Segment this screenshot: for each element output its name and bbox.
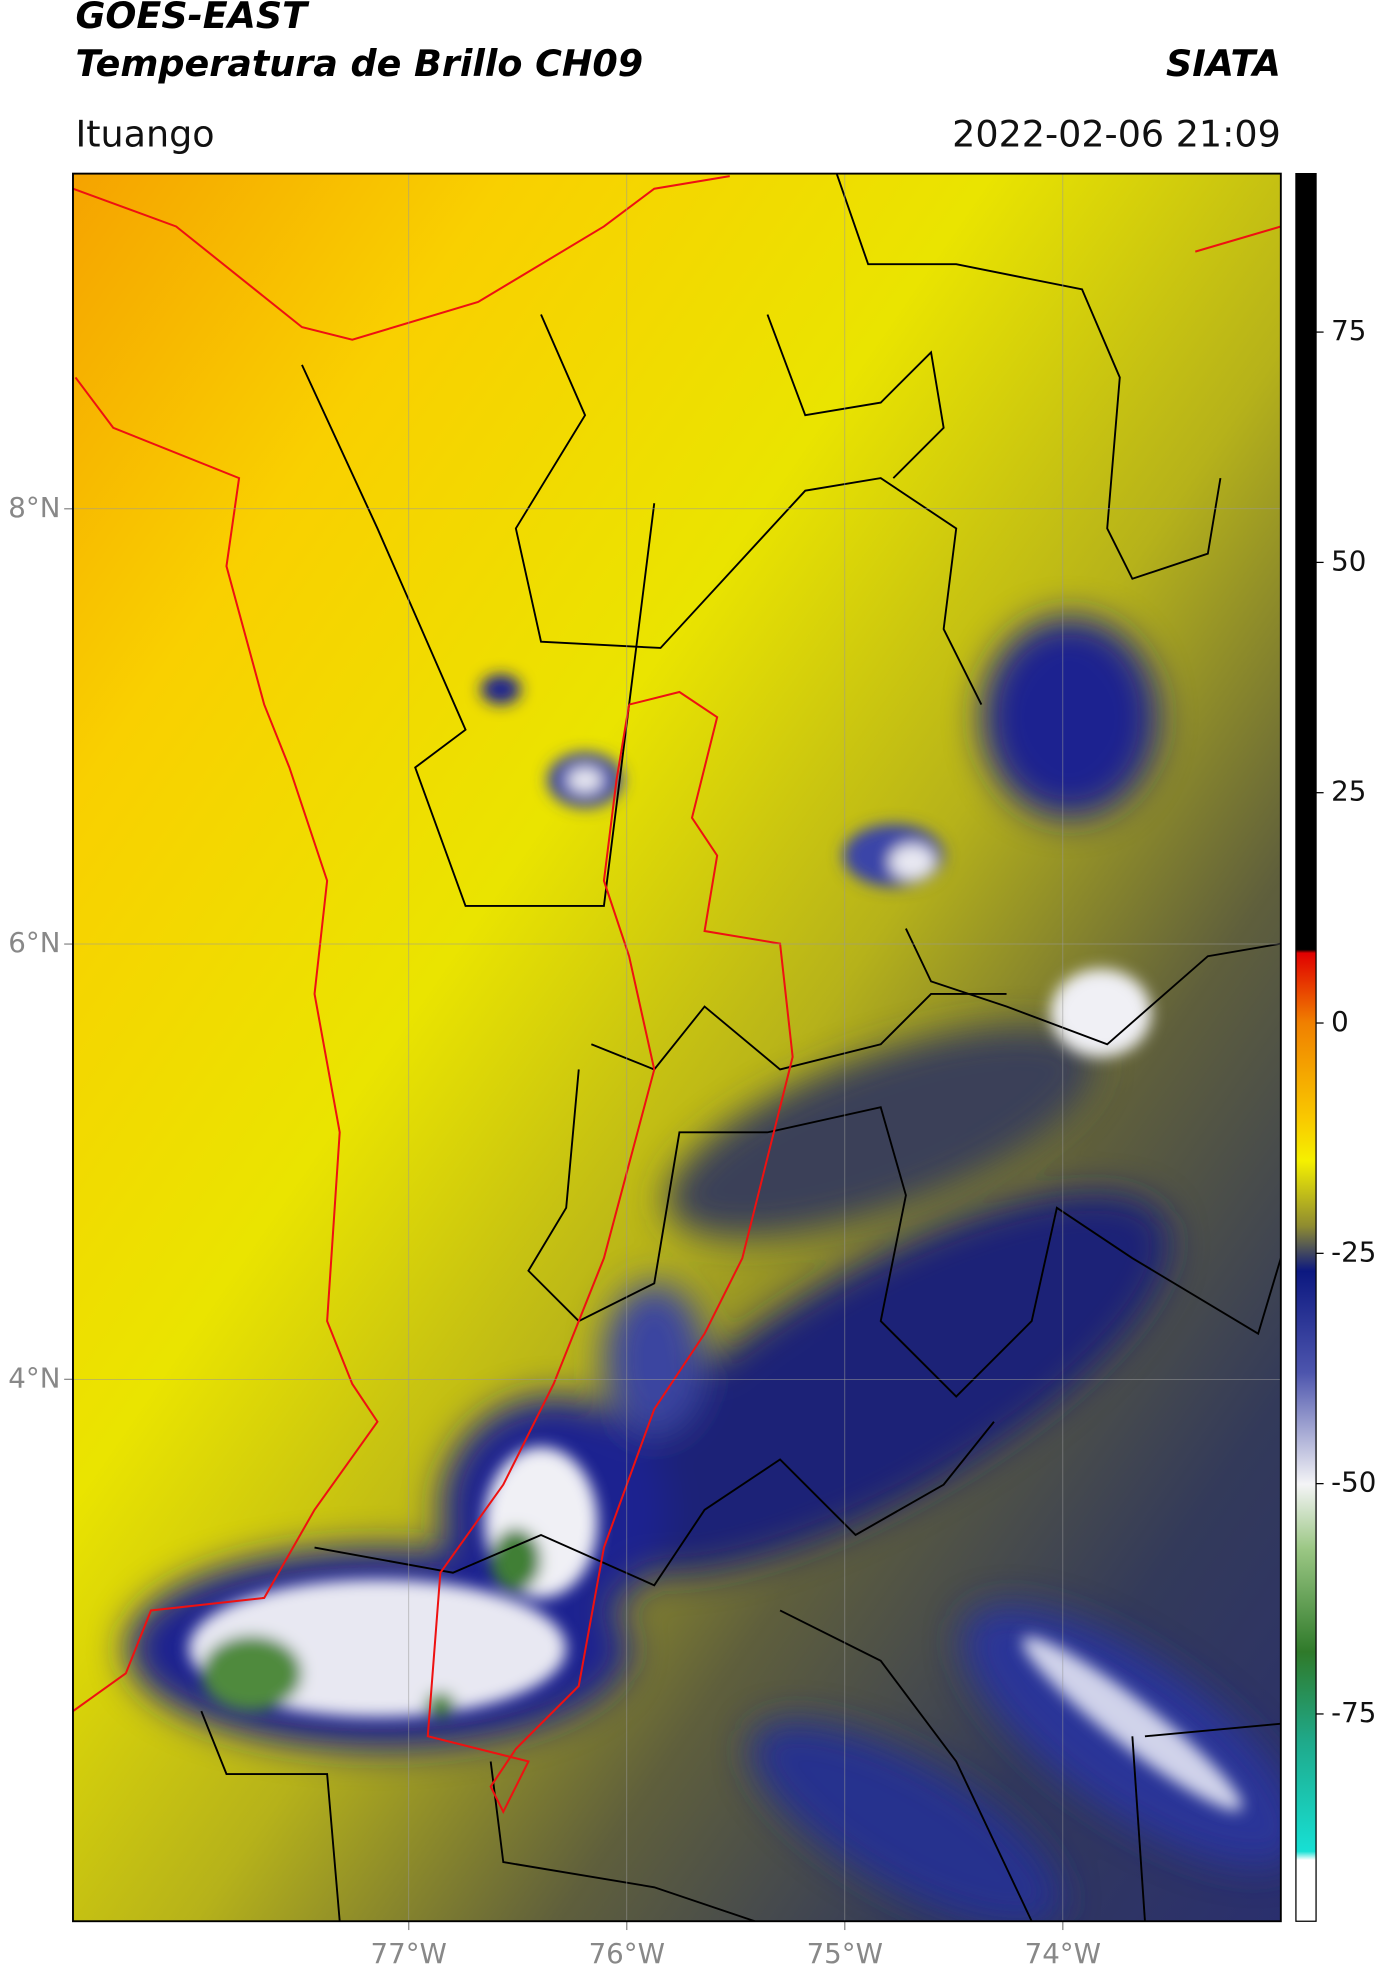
subtitle: Temperatura de Brillo CH09 (75, 42, 643, 85)
y-tick-label: 8°N (8, 491, 60, 524)
colorbar-tick-label: -25 (1331, 1235, 1376, 1268)
colorbar-tick-label: 0 (1331, 1005, 1349, 1038)
title: GOES-EAST (75, 0, 310, 37)
colorbar-tick-label: -75 (1331, 1696, 1376, 1729)
map-frame (72, 172, 1282, 1923)
colorbar-tick-label: 50 (1331, 544, 1366, 577)
colorbar-tick-label: -50 (1331, 1466, 1376, 1499)
y-tick-label: 6°N (8, 926, 60, 959)
x-tick-label: 74°W (1025, 1937, 1101, 1970)
colorbar-tick-label: 75 (1331, 314, 1366, 347)
source: SIATA (1166, 42, 1281, 85)
colorbar (1295, 172, 1317, 1922)
timestamp: 2022-02-06 21:09 (952, 112, 1281, 155)
y-tick-label: 4°N (8, 1361, 60, 1394)
map-imagery (72, 173, 1281, 1922)
x-tick-label: 75°W (807, 1937, 883, 1970)
colorbar-tick-label: 25 (1331, 775, 1366, 808)
location: Ituango (75, 112, 214, 155)
x-tick-label: 76°W (589, 1937, 665, 1970)
axis-ticks: 77°W 76°W 75°W 74°W 8°N 6°N 4°N (8, 173, 1281, 1970)
x-tick-label: 77°W (371, 1937, 447, 1970)
